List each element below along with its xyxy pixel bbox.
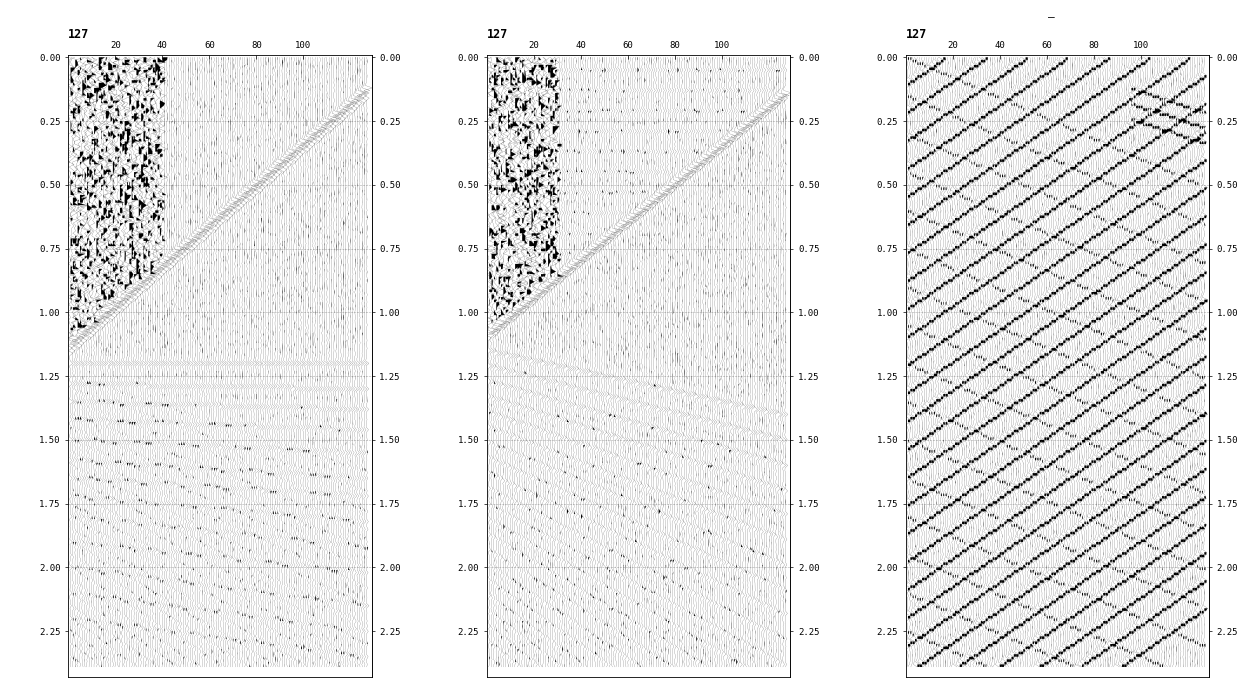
Text: 127: 127 [905,28,928,41]
Text: 127: 127 [68,28,89,41]
Text: 127: 127 [487,28,508,41]
Text: —: — [1048,12,1054,23]
